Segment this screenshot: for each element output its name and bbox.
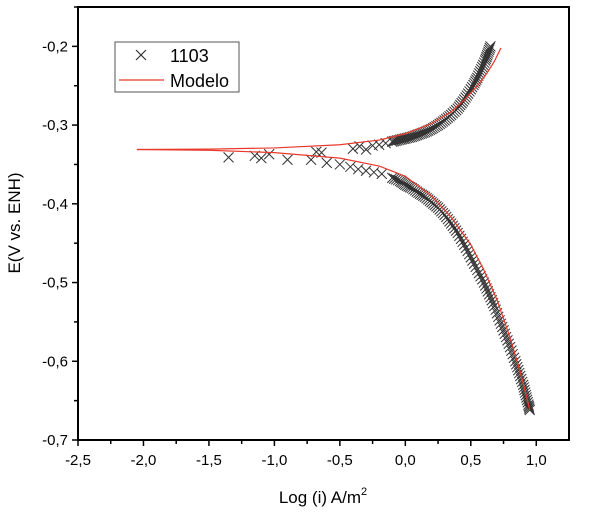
- data-point-1103: [404, 181, 416, 193]
- data-point-1103: [502, 335, 513, 346]
- data-point-1103: [482, 286, 494, 297]
- x-axis-label-text: Log (i) A/m: [279, 488, 361, 507]
- y-tick-label: -0,2: [42, 38, 68, 55]
- data-point-1103: [360, 165, 372, 177]
- data-point-1103: [484, 42, 496, 54]
- x-axis-label-superscript: 2: [361, 486, 367, 498]
- data-point-1103: [510, 358, 522, 370]
- data-point-1103: [468, 79, 479, 91]
- data-point-1103: [255, 152, 267, 164]
- data-point-1103: [475, 270, 486, 282]
- y-tick-label: -0,4: [42, 196, 68, 213]
- data-point-1103: [452, 227, 464, 239]
- y-tick-label: -0,5: [42, 275, 68, 292]
- data-point-1103: [344, 161, 356, 173]
- data-point-1103: [368, 166, 380, 178]
- x-tick-label: -1,0: [261, 452, 287, 469]
- x-tick-label: -1,5: [196, 452, 222, 469]
- y-tick-label: -0,7: [42, 432, 68, 449]
- data-point-1103: [453, 230, 465, 242]
- data-point-1103: [386, 172, 398, 184]
- legend-label-1103: 1103: [170, 46, 209, 66]
- data-point-1103: [447, 220, 459, 232]
- data-point-1103: [478, 57, 490, 69]
- data-point-1103: [462, 245, 473, 257]
- data-point-1103: [390, 174, 402, 185]
- x-tick-label: 0,0: [395, 452, 416, 469]
- x-tick-label: -2,5: [65, 452, 91, 469]
- data-point-1103: [263, 148, 275, 160]
- model-line-cathodic: [136, 148, 531, 411]
- data-point-1103: [481, 283, 492, 294]
- plot-marks: [136, 41, 536, 416]
- data-point-1103: [321, 157, 333, 169]
- data-point-1103: [470, 261, 482, 273]
- legend-marker-1103: [135, 49, 147, 61]
- y-axis-label: E(V vs. ENH): [5, 172, 24, 273]
- data-point-1103: [514, 370, 526, 382]
- data-point-1103: [473, 267, 485, 279]
- x-tick-label: -2,0: [131, 452, 157, 469]
- data-point-1103: [282, 154, 293, 166]
- data-point-1103: [465, 251, 477, 263]
- data-point-1103: [471, 264, 483, 276]
- y-tick-label: -0,6: [42, 353, 68, 370]
- data-point-1103: [373, 139, 385, 151]
- data-point-1103: [450, 225, 462, 236]
- data-point-1103: [449, 222, 460, 234]
- plot-frame: [77, 6, 570, 441]
- data-point-1103: [347, 143, 359, 155]
- data-point-1103: [467, 255, 478, 266]
- data-point-1103: [478, 277, 490, 288]
- data-point-1103: [512, 364, 524, 376]
- data-point-1103: [485, 41, 496, 52]
- data-point-1103: [479, 280, 491, 291]
- axis-ticks: -2,5 -2,0 -1,5 -1,0 -0,5 0,0 0,5 1,0 -0,2 -0,3 -0,…: [42, 6, 547, 469]
- x-tick-label: -0,5: [327, 452, 353, 469]
- data-point-1103: [511, 361, 523, 373]
- data-point-1103: [458, 239, 470, 251]
- x-tick-label: 0,5: [460, 452, 481, 469]
- data-point-1103: [223, 152, 234, 163]
- legend: 1103 Modelo: [114, 41, 240, 93]
- data-point-1103: [376, 168, 388, 180]
- data-point-1103: [360, 144, 372, 155]
- data-point-1103: [422, 125, 434, 136]
- data-point-1103: [403, 181, 414, 192]
- data-point-1103: [503, 338, 515, 350]
- model-line-anodic: [136, 47, 502, 151]
- data-point-1103: [469, 77, 480, 89]
- data-point-1103: [388, 173, 400, 184]
- data-point-1103: [500, 331, 512, 343]
- data-point-1103: [483, 44, 495, 56]
- data-point-1103: [476, 274, 488, 285]
- data-point-1103: [513, 367, 525, 379]
- data-point-1103: [334, 159, 346, 170]
- data-point-1103: [445, 218, 457, 229]
- data-point-1103: [463, 248, 475, 260]
- data-point-1103: [460, 242, 472, 254]
- x-axis-label: Log (i) A/m2: [279, 486, 367, 507]
- x-tick-label: 1,0: [526, 452, 547, 469]
- legend-label-modelo: Modelo: [170, 71, 229, 91]
- data-point-1103: [352, 163, 364, 175]
- y-tick-label: -0,3: [42, 117, 68, 134]
- data-point-1103: [515, 373, 527, 385]
- data-point-1103: [424, 124, 436, 136]
- data-point-1103: [468, 258, 480, 270]
